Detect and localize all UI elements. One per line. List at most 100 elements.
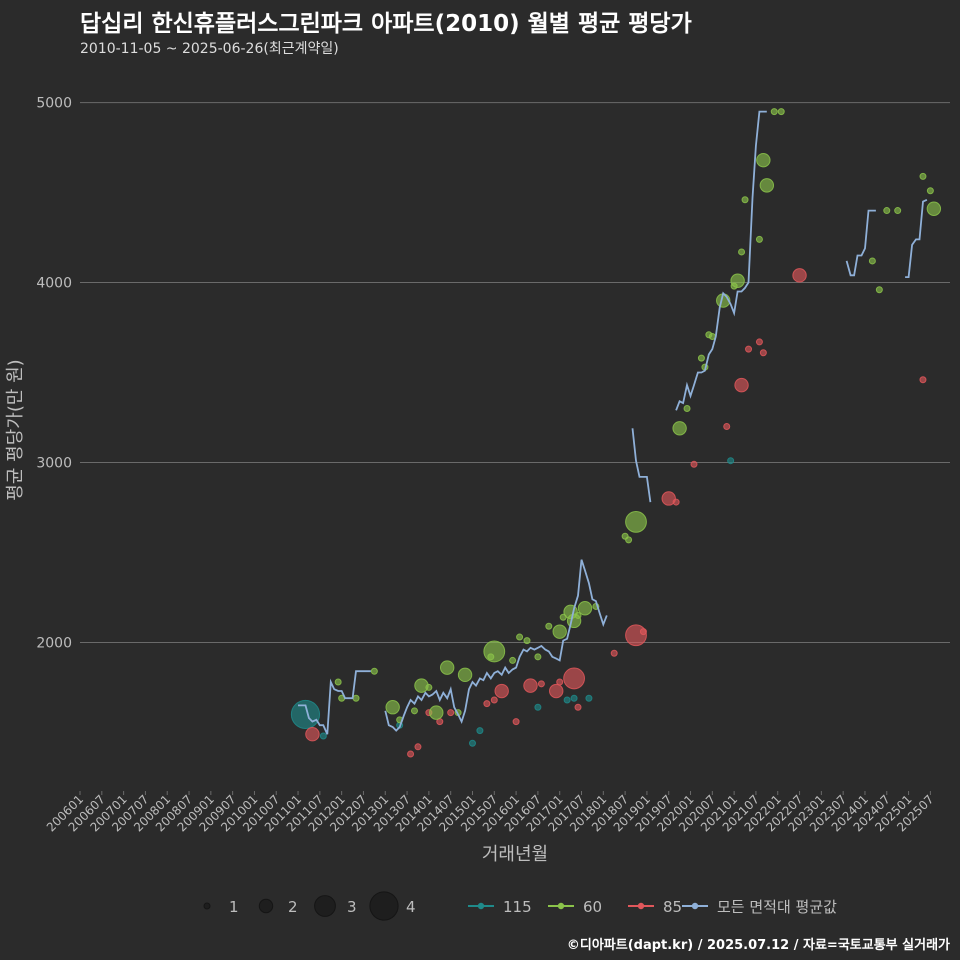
point-s60 — [457, 667, 473, 683]
point-s85 — [672, 498, 680, 506]
point-s85 — [549, 683, 564, 699]
point-s115 — [468, 739, 476, 747]
point-s85 — [556, 678, 564, 686]
point-s60 — [509, 656, 517, 664]
point-s60 — [429, 705, 444, 720]
legend-size-marker — [203, 902, 211, 910]
point-s60 — [545, 622, 553, 630]
footer-credit: ©디아파트(dapt.kr) / 2025.07.12 / 자료=국토교통부 실… — [566, 938, 950, 953]
legend-marker-s85 — [637, 902, 645, 910]
x-axis-label: 거래년월 — [482, 844, 548, 865]
average-line — [675, 110, 767, 411]
point-s85 — [447, 709, 455, 717]
point-s115 — [319, 732, 327, 740]
y-tick-label: 4000 — [36, 276, 72, 292]
point-s60 — [425, 683, 433, 691]
y-tick-label: 2000 — [36, 635, 72, 651]
point-s60 — [385, 700, 400, 715]
y-axis-ticks: 2000 3000 4000 5000 — [36, 96, 72, 652]
legend-label-s60: 60 — [583, 898, 602, 916]
point-s85 — [610, 649, 618, 657]
point-s60 — [883, 207, 891, 215]
point-s85 — [625, 624, 647, 647]
point-s85 — [512, 718, 520, 726]
point-s60 — [516, 633, 524, 641]
point-s60 — [697, 354, 705, 362]
point-s60 — [926, 187, 934, 195]
average-line — [298, 670, 371, 735]
point-s60 — [410, 707, 418, 715]
legend-size-marker — [369, 891, 399, 921]
point-s60 — [439, 660, 455, 675]
point-s85 — [494, 683, 509, 699]
point-s60 — [738, 248, 746, 256]
point-s85 — [755, 338, 763, 346]
point-s60 — [741, 196, 749, 204]
legend-size-label: 2 — [288, 898, 298, 916]
legend-label-s115: 115 — [503, 898, 532, 916]
point-s60 — [756, 152, 771, 168]
average-line — [631, 428, 652, 503]
legend-label-s85: 85 — [663, 898, 682, 916]
point-s115 — [534, 703, 542, 711]
y-tick-label: 3000 — [36, 455, 72, 471]
point-s85 — [639, 628, 647, 636]
legend-size-label: 1 — [229, 898, 239, 916]
point-s60 — [483, 640, 506, 663]
point-s85 — [723, 423, 731, 431]
point-s85 — [574, 703, 582, 711]
point-s60 — [523, 637, 531, 645]
point-s85 — [734, 377, 749, 393]
legend-label-avg: 모든 면적대 평균값 — [717, 898, 837, 916]
legend-size-marker — [314, 895, 336, 917]
point-s85 — [661, 491, 676, 506]
legend-size-marker — [258, 898, 274, 914]
average-lines — [298, 110, 928, 735]
point-s60 — [894, 207, 902, 215]
point-s85 — [537, 680, 545, 688]
point-s60 — [577, 601, 593, 616]
point-s115 — [476, 727, 484, 735]
chart-subtitle: 2010-11-05 ~ 2025-06-26(최근계약일) — [80, 41, 339, 57]
point-s60 — [777, 108, 785, 116]
point-s60 — [926, 201, 942, 216]
chart-title: 답십리 한신휴플러스그린파크 아파트(2010) 월별 평균 평당가 — [80, 11, 692, 37]
point-s60 — [868, 257, 876, 265]
legend: 1 2 3 4 115 60 85 모든 면적대 평균값 — [203, 891, 837, 921]
legend-size-label: 3 — [347, 898, 357, 916]
point-s115 — [570, 694, 578, 702]
point-s85 — [407, 750, 415, 758]
point-s85 — [483, 700, 491, 708]
average-line — [384, 559, 608, 732]
point-s60 — [919, 172, 927, 180]
point-s85 — [690, 460, 698, 468]
point-s115 — [585, 694, 593, 702]
point-s115 — [727, 457, 735, 465]
point-s85 — [305, 727, 320, 742]
point-s60 — [487, 653, 495, 661]
point-s85 — [792, 268, 807, 283]
point-s60 — [730, 273, 745, 288]
x-axis-ticks: 2006012006072007012007072008012008072009… — [44, 791, 936, 835]
point-s60 — [574, 611, 582, 619]
point-s60 — [683, 405, 691, 413]
point-s60 — [755, 235, 763, 243]
point-s60 — [672, 421, 687, 436]
point-s115 — [563, 696, 571, 704]
point-s85 — [490, 696, 498, 704]
point-s85 — [919, 376, 927, 384]
point-s85 — [414, 743, 422, 751]
legend-marker-s60 — [557, 902, 565, 910]
point-s85 — [759, 349, 767, 357]
point-s60 — [759, 178, 775, 193]
point-s85 — [563, 667, 585, 690]
average-line — [905, 198, 928, 278]
point-s60 — [334, 678, 342, 686]
point-s85 — [523, 678, 538, 693]
point-s60 — [625, 510, 647, 533]
y-axis-label: 평균 평당가(만 원) — [5, 359, 26, 500]
point-s60 — [875, 286, 883, 294]
legend-marker-s115 — [477, 902, 485, 910]
legend-size-label: 4 — [406, 898, 416, 916]
